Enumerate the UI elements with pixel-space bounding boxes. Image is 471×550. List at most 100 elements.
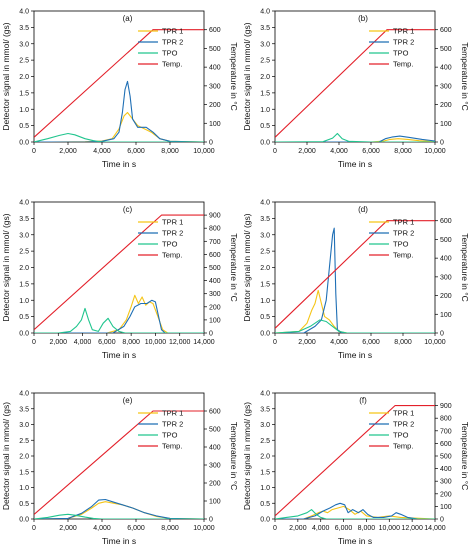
chart-panel: 0 2,000 4,000 6,000 8,000 10,000 0.0 0.5 1.0 1.5 2…: [1, 391, 239, 547]
legend-label-tpr1: TPR 1: [393, 27, 414, 36]
y2-tick-label: 500: [440, 237, 452, 244]
y2-tick-label: 0: [209, 331, 213, 338]
y-tick-label: 3.0: [19, 41, 29, 48]
x-tick-label: 10,000: [193, 148, 215, 155]
series-line-tpr2: [34, 498, 204, 519]
y2-tick-label: 300: [209, 83, 221, 90]
y-tick-label: 3.0: [260, 41, 270, 48]
y-tick-label: 3.5: [19, 25, 29, 32]
series-line-temp: [34, 29, 204, 138]
legend-label-tpr1: TPR 1: [162, 27, 183, 36]
x-tick-label: 6,000: [98, 339, 116, 346]
panel-label: (b): [358, 14, 368, 23]
panel-label: (d): [358, 205, 368, 214]
y2-tick-label: 0: [209, 140, 213, 147]
x-tick-label: 0: [32, 525, 36, 532]
y2-tick-label: 600: [440, 218, 452, 225]
y-tick-label: 3.0: [260, 232, 270, 239]
legend-label-tpo: TPO: [162, 431, 178, 440]
x-tick-label: 8,000: [161, 525, 179, 532]
y-tick-label: 1.0: [19, 107, 29, 114]
x-tick-label: 2,000: [50, 339, 68, 346]
legend-label-temp: Temp.: [162, 442, 182, 451]
x-tick-label: 14,000: [193, 339, 215, 346]
legend-label-tpr2: TPR 2: [162, 420, 183, 429]
y2-tick-label: 900: [209, 213, 221, 220]
legend-label-tpr2: TPR 2: [162, 229, 183, 238]
y-tick-label: 4.0: [260, 391, 270, 398]
y2-tick-label: 500: [440, 46, 452, 53]
series-line-tpo: [275, 132, 435, 142]
y2-tick-label: 300: [440, 479, 452, 486]
y-tick-label: 3.0: [19, 422, 29, 429]
y2-tick-label: 300: [440, 274, 452, 281]
y2-axis-title: Temperature in °C: [460, 42, 470, 111]
y2-tick-label: 500: [209, 427, 221, 434]
y2-tick-label: 100: [440, 504, 452, 511]
y-tick-label: 1.0: [19, 298, 29, 305]
y-tick-label: 4.0: [19, 9, 29, 16]
y-tick-label: 0.5: [19, 501, 29, 508]
series-line-tpr2: [34, 299, 204, 333]
y-tick-label: 2.0: [19, 74, 29, 81]
x-tick-label: 10,000: [379, 525, 401, 532]
y2-tick-label: 0: [440, 517, 444, 524]
legend-label-tpr1: TPR 1: [393, 409, 414, 418]
y2-tick-label: 200: [209, 481, 221, 488]
y-tick-label: 2.5: [19, 249, 29, 256]
y2-tick-label: 400: [440, 65, 452, 72]
x-tick-label: 8,000: [394, 148, 412, 155]
y-tick-label: 0.5: [260, 501, 270, 508]
y-tick-label: 3.5: [260, 25, 270, 32]
x-tick-label: 6,000: [127, 148, 145, 155]
y2-tick-label: 800: [440, 416, 452, 423]
legend-label-tpr1: TPR 1: [162, 218, 183, 227]
series-line-tpo: [34, 513, 204, 519]
y2-axis-title: Temperature in °C: [229, 42, 239, 111]
x-tick-label: 4,000: [330, 148, 348, 155]
y-tick-label: 4.0: [19, 391, 29, 398]
y2-tick-label: 500: [440, 454, 452, 461]
y2-axis-title: Temperature in °C: [460, 422, 470, 491]
y-tick-label: 1.0: [19, 485, 29, 492]
chart-panel: 0 2,000 4,000 6,000 8,000 10,000 12,000 14,0000…: [242, 391, 470, 547]
y2-tick-label: 300: [440, 83, 452, 90]
legend-label-tpr2: TPR 2: [162, 38, 183, 47]
x-tick-label: 6,000: [362, 148, 380, 155]
series-line-tpr1: [34, 501, 204, 519]
x-tick-label: 4,000: [330, 339, 348, 346]
x-tick-label: 6,000: [362, 339, 380, 346]
y2-axis-title: Temperature in °C: [460, 233, 470, 302]
panel-label: (c): [123, 205, 133, 214]
y-tick-label: 3.5: [19, 406, 29, 413]
y-tick-label: 0.0: [19, 517, 29, 524]
x-tick-label: 8,000: [358, 525, 376, 532]
y2-tick-label: 200: [440, 491, 452, 498]
series-line-tpr1: [275, 289, 435, 333]
y2-tick-label: 0: [440, 331, 444, 338]
y2-tick-label: 700: [440, 428, 452, 435]
legend-label-tpr2: TPR 2: [393, 38, 414, 47]
y2-tick-label: 500: [209, 265, 221, 272]
y2-tick-label: 400: [209, 278, 221, 285]
x-tick-label: 0: [273, 148, 277, 155]
y2-tick-label: 200: [440, 102, 452, 109]
panel-label: (e): [123, 396, 133, 405]
y-tick-label: 4.0: [260, 9, 270, 16]
legend-label-temp: Temp.: [393, 442, 413, 451]
x-tick-label: 2,000: [298, 148, 316, 155]
x-tick-label: 14,000: [424, 525, 446, 532]
x-tick-label: 10,000: [424, 339, 446, 346]
x-axis-title: Time in s: [102, 350, 136, 360]
y2-tick-label: 400: [440, 466, 452, 473]
series-line-tpo: [34, 132, 204, 142]
x-tick-label: 8,000: [394, 339, 412, 346]
series-line-tpo: [275, 319, 435, 333]
x-tick-label: 12,000: [169, 339, 191, 346]
x-tick-label: 0: [32, 148, 36, 155]
y2-tick-label: 0: [209, 517, 213, 524]
y-tick-label: 3.0: [19, 232, 29, 239]
series-line-tpr1: [34, 294, 204, 333]
series-line-tpr2: [275, 502, 435, 519]
chart-panel: 0 2,000 4,000 6,000 8,000 10,000 0.0 0.5 1.0 1.5 2…: [1, 9, 239, 170]
